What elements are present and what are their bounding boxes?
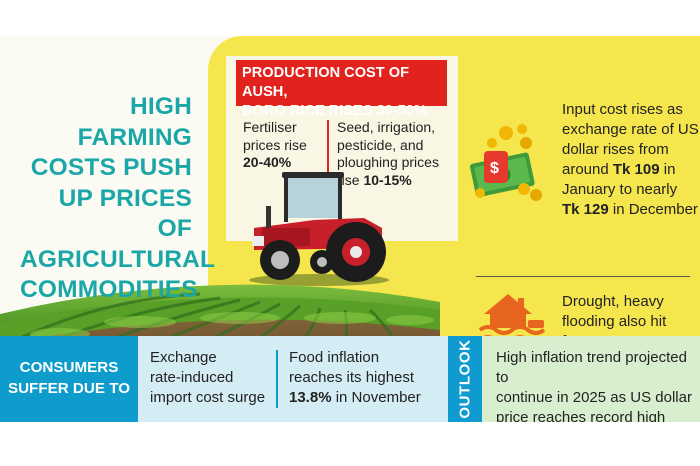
tractor-illustration <box>249 172 389 286</box>
fertiliser-line: Fertiliser <box>243 119 297 135</box>
seed-line: ploughing prices <box>337 154 439 170</box>
exchange-line: dollar rises from <box>562 141 669 158</box>
food-inflation-text: Food inflation reaches its highest 13.8%… <box>289 348 447 408</box>
outlook-text: High inflation trend projected to contin… <box>496 348 698 422</box>
exchange-line: in December <box>608 201 698 218</box>
exchange-line: around <box>562 161 613 178</box>
food-inflation-value: 13.8% <box>289 389 332 406</box>
exchange-line: exchange rate of US <box>562 121 699 138</box>
production-title-value: 30-50% <box>376 103 427 119</box>
import-line: import cost surge <box>150 389 266 406</box>
fertiliser-line: prices rise <box>243 136 307 153</box>
outlook-label-text: OUTLOOK <box>456 339 474 419</box>
food-inflation-line: reaches its highest <box>289 369 415 386</box>
outlook-line: price reaches record high <box>496 409 666 422</box>
food-inflation-line: in November <box>331 389 421 406</box>
production-title-text: BORO RICE RISES <box>242 103 377 119</box>
production-title-line: PRODUCTION COST OF AUSH, <box>242 65 410 100</box>
consumer-impacts-box <box>138 336 448 422</box>
infographic-panel: HIGH FARMING COSTS PUSH UP PRICES OF AGR… <box>0 36 700 422</box>
band-divider <box>276 350 278 408</box>
consumers-line: SUFFER DUE TO <box>7 380 131 397</box>
exchange-value-jan: Tk 109 <box>612 161 660 178</box>
exchange-line: January to nearly <box>562 181 678 198</box>
drought-line: Drought, heavy <box>562 293 664 310</box>
headline-line: COSTS PUSH <box>30 154 192 181</box>
headline-line: HIGH FARMING <box>77 93 192 151</box>
headline-line: AGRICULTURAL <box>20 245 216 273</box>
headline-line: COMMODITIES <box>20 276 198 303</box>
exchange-rate-text: Input cost rises as exchange rate of US … <box>562 100 700 220</box>
food-inflation-line: Food inflation <box>289 349 380 366</box>
svg-text:$: $ <box>490 160 499 177</box>
seed-value: 10-15% <box>363 171 412 188</box>
exchange-line: in <box>659 161 676 178</box>
import-line: rate-induced <box>150 369 234 386</box>
outlook-line: continue in 2025 as US dollar <box>496 389 692 406</box>
money-icon: $ <box>469 124 542 201</box>
import-line: Exchange <box>150 349 217 366</box>
outlook-label: OUTLOOK <box>448 336 482 422</box>
fertiliser-stat: Fertiliser prices rise 20-40% <box>243 119 327 172</box>
exchange-value-dec: Tk 129 <box>562 201 609 218</box>
production-title-line: BORO RICE RISES 30-50% <box>242 102 441 121</box>
production-divider <box>327 120 329 178</box>
top-margin <box>0 0 700 36</box>
drought-line: flooding also hit <box>562 313 667 330</box>
right-separator <box>476 276 690 277</box>
seed-line: Seed, irrigation, <box>337 119 436 135</box>
import-cost-text: Exchange rate-induced import cost surge <box>150 348 274 408</box>
consumers-line: CONSUMERS <box>19 359 119 376</box>
bottom-margin <box>0 422 700 466</box>
production-title: PRODUCTION COST OF AUSH, BORO RICE RISES… <box>236 60 447 119</box>
headline: HIGH FARMING COSTS PUSH UP PRICES OF AGR… <box>20 92 216 306</box>
seed-line: pesticide, and <box>337 136 424 153</box>
consumers-label: CONSUMERS SUFFER DUE TO <box>0 336 138 422</box>
fertiliser-value: 20-40% <box>243 154 292 170</box>
headline-line: UP PRICES OF <box>58 184 192 243</box>
outlook-box <box>482 336 700 422</box>
outlook-line: High inflation trend projected to <box>496 349 687 386</box>
exchange-line: Input cost rises as <box>562 101 683 118</box>
